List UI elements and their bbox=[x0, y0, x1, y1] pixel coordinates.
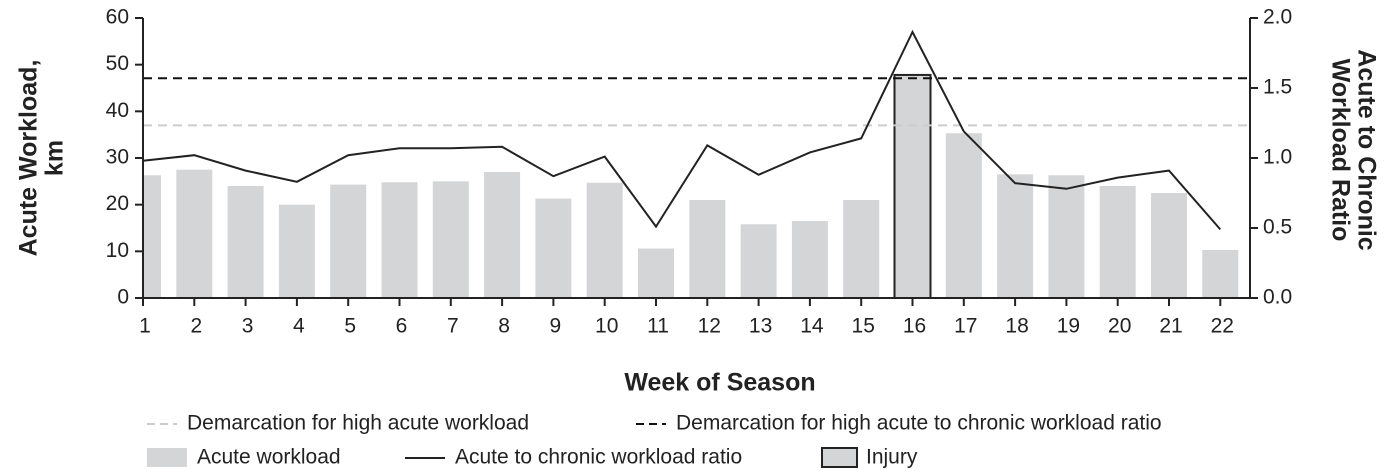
y2-axis-title: Acute to Chronic Workload Ratio bbox=[1326, 49, 1380, 250]
y-tick-label: 50 bbox=[106, 52, 129, 75]
y-tick-label: 0 bbox=[117, 286, 129, 309]
x-tick-label: 21 bbox=[1159, 315, 1182, 338]
bar bbox=[945, 133, 982, 298]
plot-area bbox=[143, 73, 1239, 298]
bar bbox=[278, 204, 315, 298]
x-tick-label: 22 bbox=[1211, 315, 1234, 338]
bar bbox=[330, 184, 367, 298]
ratio-line bbox=[142, 29, 1222, 231]
bar bbox=[586, 182, 623, 298]
legend-label: Acute workload bbox=[197, 446, 341, 469]
y-axis-title-line: km bbox=[41, 140, 69, 176]
legend-label: Injury bbox=[866, 446, 918, 469]
x-tick-label: 6 bbox=[396, 315, 408, 338]
x-tick-label: 10 bbox=[595, 315, 618, 338]
bar bbox=[1151, 193, 1187, 298]
x-tick-label: 14 bbox=[800, 315, 824, 338]
legend-swatch bbox=[147, 448, 187, 467]
x-tick-label: 1 bbox=[139, 315, 151, 338]
y-tick-label: 40 bbox=[106, 99, 129, 122]
y-axis-title: Acute Workload, km bbox=[15, 60, 69, 257]
y-tick-label: 10 bbox=[106, 239, 129, 262]
y2-tick-label: 0.5 bbox=[1263, 216, 1292, 239]
y2-tick-label: 0.0 bbox=[1263, 286, 1292, 309]
x-tick-label: 17 bbox=[954, 315, 977, 338]
bar bbox=[689, 200, 726, 298]
x-tick-label: 15 bbox=[852, 315, 875, 338]
legend-label: Acute to chronic workload ratio bbox=[455, 446, 742, 469]
x-tick-label: 8 bbox=[498, 315, 510, 338]
x-tick-label: 20 bbox=[1108, 315, 1131, 338]
x-tick-label: 12 bbox=[698, 315, 721, 338]
y2-axis-title-line: Acute to Chronic bbox=[1352, 49, 1380, 250]
bar bbox=[535, 198, 572, 298]
legend-label: Demarcation for high acute workload bbox=[187, 412, 529, 435]
x-tick-label: 11 bbox=[647, 315, 669, 338]
x-tick-label: 13 bbox=[749, 315, 772, 338]
x-tick-label: 5 bbox=[344, 315, 356, 338]
x-tick-label: 2 bbox=[190, 315, 202, 338]
x-axis-title: Week of Season bbox=[624, 369, 815, 397]
bar bbox=[227, 186, 264, 298]
y-axis-title-line: Acute Workload, bbox=[15, 60, 43, 257]
bar bbox=[1099, 186, 1136, 298]
bar bbox=[997, 174, 1034, 298]
bar bbox=[1202, 249, 1239, 298]
x-tick-label: 16 bbox=[903, 315, 926, 338]
bar bbox=[638, 248, 674, 298]
legend-swatch bbox=[821, 447, 858, 468]
y2-axis-title-line: Workload Ratio bbox=[1326, 59, 1354, 242]
legend-label: Demarcation for high acute to chronic wo… bbox=[676, 412, 1162, 435]
x-tick-label: 19 bbox=[1057, 315, 1080, 338]
y2-tick-label: 1.5 bbox=[1263, 76, 1292, 99]
y-tick-label: 60 bbox=[106, 6, 129, 29]
y2-tick-label: 2.0 bbox=[1263, 6, 1292, 29]
y-tick-label: 30 bbox=[106, 146, 129, 169]
y2-tick-label: 1.0 bbox=[1263, 146, 1292, 169]
bar bbox=[843, 200, 880, 298]
x-tick-label: 4 bbox=[293, 315, 305, 338]
bar bbox=[484, 172, 521, 298]
x-tick-label: 3 bbox=[242, 315, 254, 338]
x-tick-label: 7 bbox=[447, 315, 459, 338]
bar bbox=[740, 224, 777, 298]
injury-bar bbox=[893, 73, 932, 298]
bar bbox=[791, 221, 828, 298]
bar bbox=[143, 175, 161, 298]
bar bbox=[1048, 175, 1085, 298]
x-tick-label: 9 bbox=[550, 315, 562, 338]
y-tick-label: 20 bbox=[106, 192, 129, 215]
bar bbox=[381, 182, 418, 298]
x-tick-label: 18 bbox=[1005, 315, 1028, 338]
bar bbox=[176, 169, 213, 298]
bar bbox=[432, 181, 469, 298]
